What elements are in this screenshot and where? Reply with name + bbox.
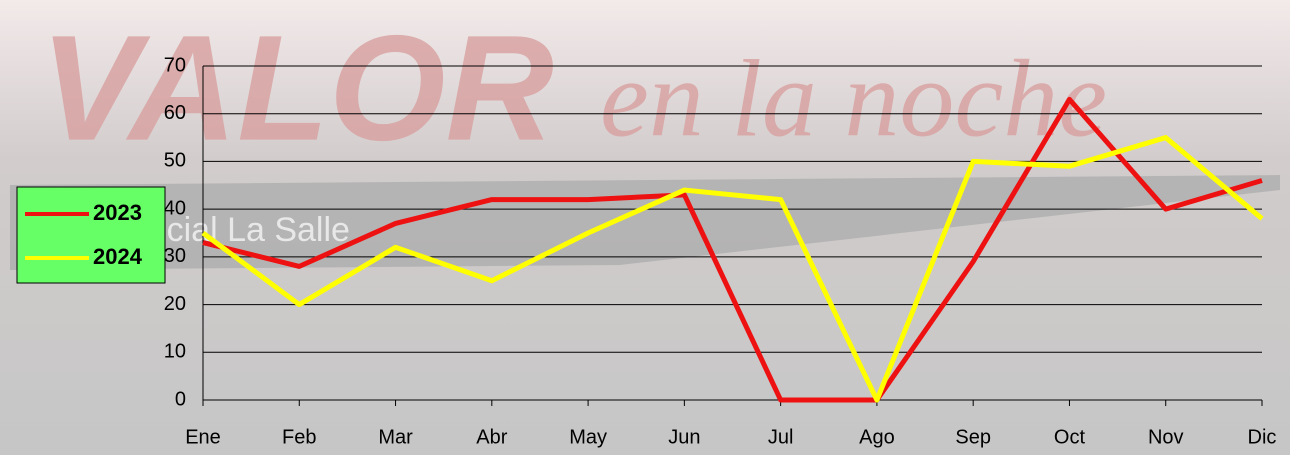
y-tick-label: 50 <box>164 150 186 172</box>
legend-label: 2024 <box>93 244 143 269</box>
x-tick-label: Jul <box>768 426 794 448</box>
watermark-band <box>10 175 1280 270</box>
x-tick-label: Dic <box>1248 426 1277 448</box>
x-tick-label: Jun <box>668 426 700 448</box>
x-tick-label: Ago <box>859 426 895 448</box>
y-tick-label: 30 <box>164 245 186 267</box>
watermark-tagline: en la noche <box>600 37 1107 159</box>
y-tick-label: 60 <box>164 102 186 124</box>
x-tick-label: Feb <box>282 426 316 448</box>
y-tick-label: 70 <box>164 54 186 76</box>
series-line <box>201 135 1264 403</box>
y-tick-label: 40 <box>164 197 186 219</box>
x-tick-label: Oct <box>1054 426 1086 448</box>
series-line <box>202 96 1263 403</box>
legend-label: 2023 <box>93 200 142 225</box>
legend-box <box>16 186 166 284</box>
x-tick-label: Ene <box>185 426 221 448</box>
y-tick-label: 10 <box>164 341 186 363</box>
watermark-brand: VALOR <box>40 4 554 172</box>
x-tick-label: May <box>569 426 607 448</box>
x-tick-label: Abr <box>476 426 507 448</box>
y-tick-label: 0 <box>175 388 186 410</box>
x-tick-label: Sep <box>955 426 991 448</box>
x-tick-label: Nov <box>1148 426 1184 448</box>
x-tick-label: Mar <box>378 426 413 448</box>
y-tick-label: 20 <box>164 293 186 315</box>
